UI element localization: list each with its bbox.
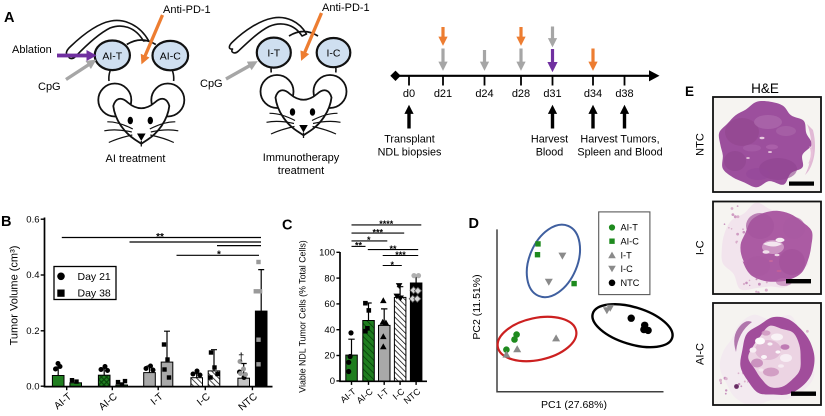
svg-text:Anti-PD-1: Anti-PD-1	[163, 4, 211, 16]
svg-text:NTC: NTC	[621, 278, 640, 288]
svg-text:Day 38: Day 38	[78, 287, 111, 299]
svg-text:PC2 (11.51%): PC2 (11.51%)	[471, 274, 483, 339]
svg-text:100: 100	[319, 248, 335, 259]
svg-text:80: 80	[324, 273, 335, 284]
svg-text:A: A	[4, 10, 15, 26]
svg-text:I-T: I-T	[621, 250, 633, 260]
svg-text:I-C: I-C	[327, 48, 341, 60]
svg-text:NTC: NTC	[695, 133, 707, 156]
svg-text:d24: d24	[475, 88, 493, 100]
svg-text:I-T: I-T	[267, 48, 280, 60]
svg-text:*: *	[217, 250, 221, 261]
svg-text:AI treatment: AI treatment	[106, 153, 166, 165]
svg-text:Spleen and Blood: Spleen and Blood	[577, 147, 662, 159]
svg-text:**: **	[389, 244, 397, 254]
svg-text:d21: d21	[434, 88, 452, 100]
svg-text:***: ***	[373, 227, 384, 237]
svg-text:d0: d0	[403, 88, 415, 100]
svg-text:B: B	[1, 214, 11, 230]
svg-text:*: *	[390, 260, 394, 270]
svg-text:Blood: Blood	[536, 147, 564, 159]
svg-text:Day 21: Day 21	[78, 271, 111, 283]
svg-text:***: ***	[395, 250, 406, 260]
svg-text:Tumor Volume (cm³): Tumor Volume (cm³)	[9, 246, 21, 346]
svg-text:E: E	[685, 84, 694, 99]
svg-text:20: 20	[324, 351, 335, 362]
svg-text:I-C: I-C	[695, 240, 707, 255]
svg-text:AI-C: AI-C	[160, 51, 181, 63]
svg-text:treatment: treatment	[278, 165, 324, 177]
svg-text:AI-T: AI-T	[102, 50, 122, 62]
svg-text:60: 60	[324, 299, 335, 310]
svg-text:d28: d28	[512, 88, 530, 100]
svg-text:C: C	[282, 218, 293, 234]
svg-text:0: 0	[330, 376, 335, 387]
svg-text:Immunotherapy: Immunotherapy	[263, 152, 340, 164]
svg-text:D: D	[469, 216, 479, 232]
svg-text:****: ****	[379, 219, 394, 229]
svg-text:CpG: CpG	[200, 78, 223, 90]
svg-text:AI-T: AI-T	[621, 223, 639, 233]
svg-text:d38: d38	[615, 88, 633, 100]
svg-text:Viable NDL Tumor Cells (% Tota: Viable NDL Tumor Cells (% Total Cells)	[298, 240, 308, 392]
svg-text:†: †	[238, 352, 244, 364]
svg-text:AI-C: AI-C	[695, 343, 707, 365]
svg-text:**: **	[156, 232, 164, 243]
svg-text:I-C: I-C	[621, 264, 634, 274]
svg-text:0.2: 0.2	[26, 326, 39, 337]
svg-text:0.0: 0.0	[26, 381, 39, 392]
svg-text:NDL biopsies: NDL biopsies	[378, 147, 442, 159]
svg-text:40: 40	[324, 325, 335, 336]
svg-text:H&E: H&E	[751, 81, 779, 96]
svg-text:Anti-PD-1: Anti-PD-1	[322, 2, 370, 14]
svg-text:Harvest: Harvest	[531, 134, 568, 146]
svg-text:0.6: 0.6	[26, 214, 39, 225]
svg-text:**: **	[355, 241, 363, 251]
svg-text:Transplant: Transplant	[384, 134, 435, 146]
svg-text:CpG: CpG	[38, 81, 61, 93]
svg-text:PC1 (27.68%): PC1 (27.68%)	[541, 399, 607, 411]
svg-text:0.4: 0.4	[26, 270, 39, 281]
svg-text:d31: d31	[543, 88, 561, 100]
svg-text:Ablation: Ablation	[12, 44, 52, 56]
svg-text:*: *	[367, 235, 371, 245]
svg-text:d34: d34	[584, 88, 602, 100]
svg-text:AI-C: AI-C	[621, 237, 640, 247]
svg-text:Harvest Tumors,: Harvest Tumors,	[580, 134, 659, 146]
